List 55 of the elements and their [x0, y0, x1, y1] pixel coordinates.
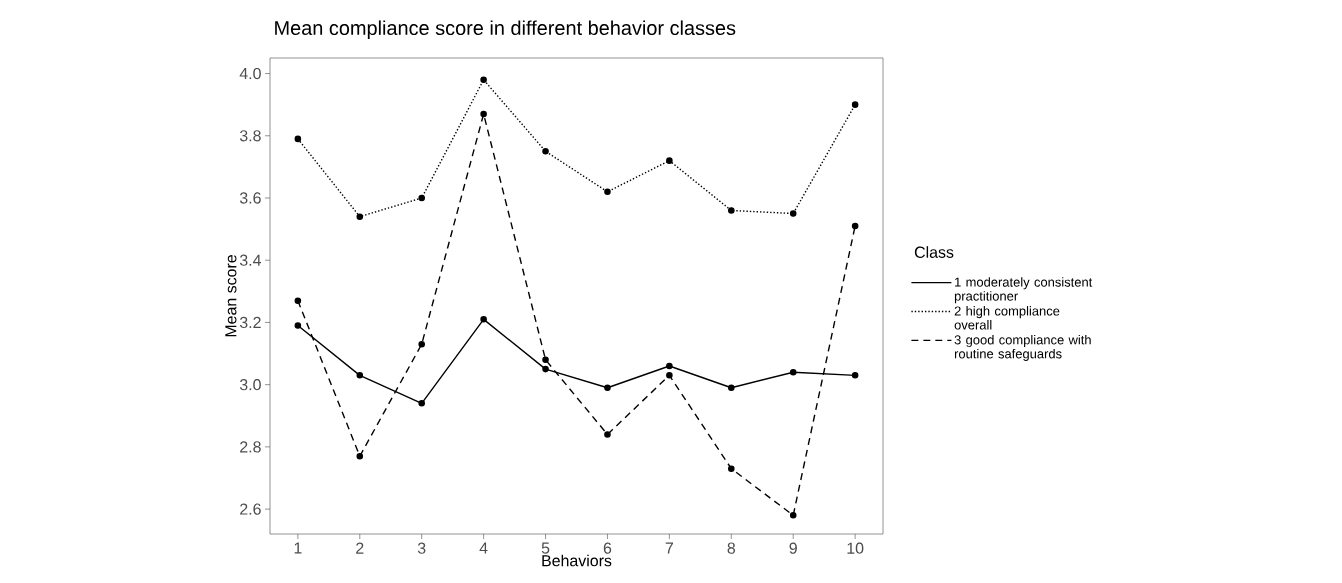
y-tick-label: 3.0 — [239, 379, 261, 391]
y-tick-label: 3.8 — [239, 130, 261, 142]
x-tick-label: 5 — [541, 542, 550, 554]
point — [851, 101, 859, 108]
x-tick-label: 10 — [847, 542, 864, 554]
point — [604, 431, 611, 438]
point — [294, 297, 302, 304]
point — [789, 210, 797, 217]
x-tick-label: 3 — [417, 542, 426, 554]
point — [604, 188, 611, 196]
point — [604, 384, 611, 392]
legend-title: Class — [914, 246, 954, 258]
point — [542, 365, 549, 373]
point — [480, 316, 487, 323]
point — [728, 384, 735, 392]
point — [480, 110, 487, 118]
point — [666, 372, 673, 379]
legend-label: 3 good compliance with routine safeguards — [954, 334, 1091, 361]
point — [851, 222, 859, 230]
y-axis-title: Mean score — [225, 255, 237, 337]
point — [356, 213, 364, 220]
x-tick-label: 7 — [665, 542, 674, 554]
point — [666, 362, 673, 370]
chart-title: Mean compliance score in different behavior classes — [275, 20, 736, 39]
x-tick-label: 9 — [789, 542, 797, 554]
y-tick-label: 4.0 — [239, 67, 261, 80]
y-tick-label: 2.8 — [240, 441, 261, 453]
point — [356, 372, 364, 379]
x-tick-label: 6 — [603, 542, 612, 554]
point — [294, 135, 302, 143]
y-tick-label: 3.2 — [239, 316, 261, 329]
y-tick-label: 3.4 — [239, 254, 262, 266]
x-tick-label: 2 — [356, 542, 364, 554]
point — [728, 465, 735, 472]
point — [480, 76, 487, 84]
point — [294, 322, 302, 329]
point — [418, 340, 425, 348]
y-tick-label: 2.6 — [240, 503, 261, 515]
point — [666, 157, 673, 164]
point — [789, 512, 797, 519]
legend-label: 1 moderately consistent practitioner — [954, 277, 1093, 304]
x-tick-label: 4 — [479, 542, 488, 554]
y-tick-label: 3.6 — [239, 192, 261, 204]
point — [542, 148, 549, 155]
point — [418, 194, 425, 202]
point — [728, 207, 735, 214]
x-axis-title: Behaviors — [542, 554, 612, 567]
point — [356, 452, 364, 460]
point — [851, 372, 859, 379]
point — [789, 368, 797, 376]
x-tick-label: 8 — [727, 542, 736, 554]
point — [542, 356, 549, 364]
point — [418, 400, 425, 407]
legend-label: 2 high compliance overall — [954, 306, 1060, 330]
x-tick-label: 1 — [294, 542, 302, 554]
